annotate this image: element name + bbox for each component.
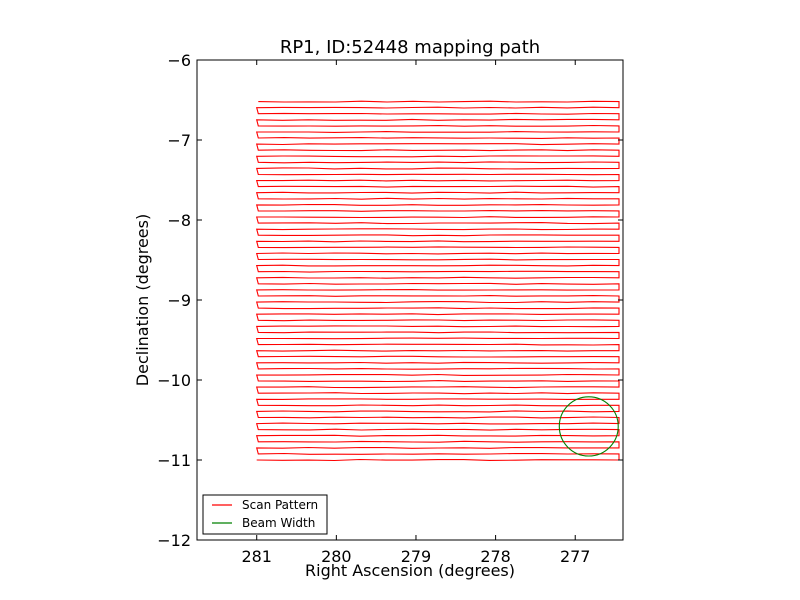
x-tick-label: 280 (321, 547, 352, 566)
axis-ticks: 281 280 279 278 277 −12 −11 −10 −9 −8 −7 −6 (157, 51, 623, 566)
y-tick-label: −12 (157, 531, 191, 550)
y-tick-label: −11 (157, 451, 191, 470)
y-tick-label: −6 (167, 51, 191, 70)
scan-pattern-series (255, 100, 620, 462)
chart-title: RP1, ID:52448 mapping path (280, 37, 540, 58)
y-tick-label: −9 (167, 291, 191, 310)
y-tick-label: −10 (157, 371, 191, 390)
y-tick-label: −7 (167, 131, 191, 150)
x-tick-label: 279 (401, 547, 432, 566)
y-tick-label: −8 (167, 211, 191, 230)
y-axis-label: Declination (degrees) (133, 214, 152, 386)
legend: Scan Pattern Beam Width (202, 494, 328, 535)
legend-frame (202, 494, 328, 535)
scan-pattern-line (255, 100, 620, 462)
x-axis-label: Right Ascension (degrees) (305, 561, 515, 580)
beam-width-series (558, 396, 619, 457)
legend-label-scan: Scan Pattern (242, 498, 318, 512)
x-tick-label: 278 (480, 547, 511, 566)
legend-label-beam: Beam Width (242, 516, 315, 530)
beam-width-circle (558, 396, 619, 457)
x-tick-label: 277 (560, 547, 591, 566)
x-tick-label: 281 (241, 547, 272, 566)
